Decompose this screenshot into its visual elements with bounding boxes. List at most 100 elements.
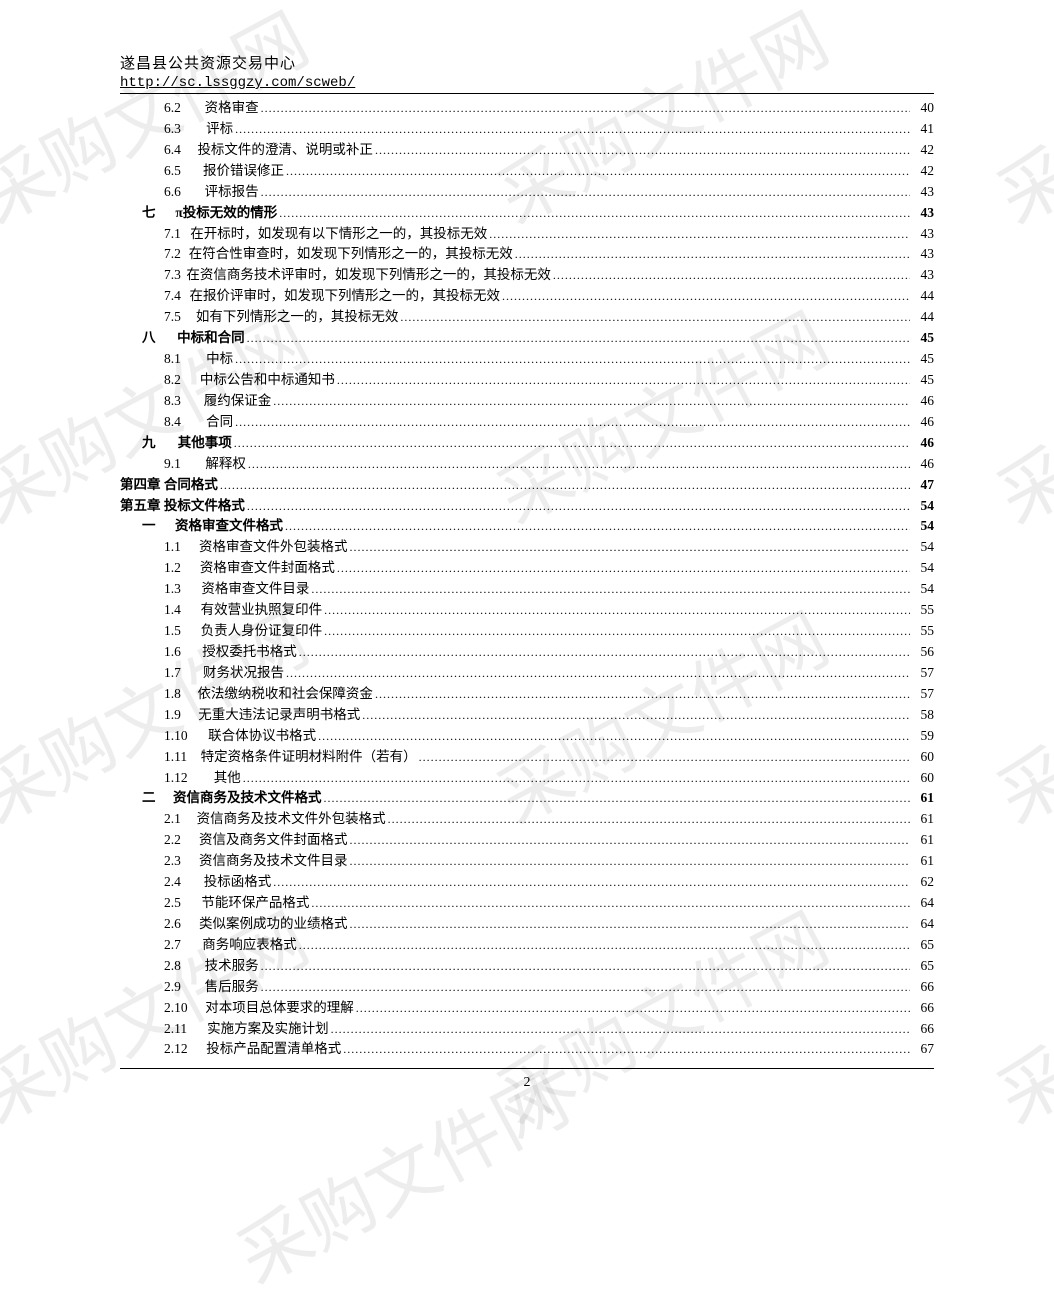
toc-entry-number: 2.3 [164,851,199,872]
toc-entry-number: 8.4 [164,412,206,433]
toc-entry: 1.7财务状况报告57 [120,663,934,684]
toc-entry: 6.6评标报告43 [120,182,934,203]
toc-leader-dots [261,98,910,119]
toc-entry-number: 2.4 [164,872,204,893]
toc-entry: 2.4投标函格式62 [120,872,934,893]
toc-entry-label: 评标 [206,119,233,140]
toc-entry-label: 在资信商务技术评审时，如发现下列情形之一的，其投标无效 [186,265,551,286]
toc-entry: 1.8依法缴纳税收和社会保障资金57 [120,684,934,705]
toc-entry-number: 9.1 [164,454,205,475]
toc-entry-number: 2.1 [164,809,197,830]
toc-leader-dots [248,454,910,475]
toc-entry: 2.2资信及商务文件封面格式61 [120,830,934,851]
toc-entry-number: 7.3 [164,265,186,286]
toc-entry-page: 44 [912,286,934,307]
toc-entry-page: 47 [912,475,934,496]
toc-entry-page: 45 [912,328,934,349]
toc-entry-page: 66 [912,977,934,998]
toc-leader-dots [261,977,910,998]
toc-entry-label: 资信商务及技术文件外包装格式 [197,809,386,830]
toc-entry-number: 2.12 [164,1039,206,1060]
toc-entry-number: 1.7 [164,663,203,684]
toc-entry: 1.2资格审查文件封面格式54 [120,558,934,579]
toc-leader-dots [324,621,910,642]
toc-leader-dots [299,642,910,663]
toc-entry-label: 资格审查文件格式 [175,516,283,537]
toc-entry-page: 55 [912,621,934,642]
toc-entry-label: 售后服务 [205,977,259,998]
toc-entry-number: 1.6 [164,642,202,663]
toc-entry-number: 1.1 [164,537,199,558]
toc-entry-label: 资信商务及技术文件格式 [173,788,322,809]
toc-entry: 7.4在报价评审时，如发现下列情形之一的，其投标无效44 [120,286,934,307]
toc-entry-label: 有效营业执照复印件 [201,600,323,621]
toc-entry-page: 57 [912,684,934,705]
toc-entry-label: 负责人身份证复印件 [201,621,323,642]
toc-entry-number: 1.12 [164,768,214,789]
toc-entry-page: 40 [912,98,934,119]
toc-entry-page: 42 [912,161,934,182]
toc-entry: 2.9售后服务 66 [120,977,934,998]
toc-entry: 八中标和合同 45 [120,328,934,349]
toc-entry-label: 无重大违法记录声明书格式 [198,705,360,726]
toc-leader-dots [502,286,910,307]
toc-entry-page: 55 [912,600,934,621]
toc-entry-label: 中标和合同 [177,328,245,349]
toc-entry-label: 资格审查文件外包装格式 [199,537,348,558]
toc-leader-dots [311,893,910,914]
toc-leader-dots [247,496,910,517]
toc-entry: 1.3资格审查文件目录54 [120,579,934,600]
toc-entry-label: 合同 [206,412,233,433]
toc-entry-number: 1.4 [164,600,201,621]
toc-entry-number: 1.9 [164,705,198,726]
toc-entry: 2.8技术服务65 [120,956,934,977]
toc-entry: 8.3履约保证金46 [120,391,934,412]
toc-entry: 2.7商务响应表格式65 [120,935,934,956]
toc-entry-number: 2.6 [164,914,199,935]
page-number: 2 [120,1075,934,1091]
toc-leader-dots [331,1019,910,1040]
toc-leader-dots [324,600,910,621]
toc-leader-dots [234,433,910,454]
toc-entry-number: 1.3 [164,579,201,600]
toc-entry-number: 2.9 [164,977,205,998]
toc-entry-label: 资格审查 [205,98,259,119]
toc-entry-page: 58 [912,705,934,726]
toc-leader-dots [311,579,910,600]
toc-leader-dots [489,224,910,245]
toc-leader-dots [273,872,910,893]
toc-entry-label: 其他 [214,768,241,789]
toc-entry-label: 评标报告 [205,182,259,203]
toc-leader-dots [337,558,910,579]
toc-entry-number: 二 [142,788,173,809]
toc-entry-number: 八 [142,328,177,349]
toc-entry-page: 61 [912,851,934,872]
toc-entry: 1.11特定资格条件证明材料附件（若有）60 [120,747,934,768]
toc-leader-dots [375,684,910,705]
toc-entry-label: 节能环保产品格式 [201,893,309,914]
toc-entry: 1.6授权委托书格式56 [120,642,934,663]
toc-entry-page: 43 [912,203,934,224]
toc-entry-label: 在符合性审查时，如发现下列情形之一的，其投标无效 [189,244,513,265]
toc-entry-number: 七 [142,203,175,224]
toc-entry-page: 61 [912,788,934,809]
toc-entry-number: 2.11 [164,1019,207,1040]
table-of-contents: 6.2资格审查406.3评标416.4投标文件的澄清、说明或补正426.5报价错… [120,98,934,1060]
toc-entry-label: 联合体协议书格式 [208,726,316,747]
toc-entry: 二资信商务及技术文件格式 61 [120,788,934,809]
toc-entry-number: 2.10 [164,998,205,1019]
header-url: http://sc.lssggzy.com/scweb/ [120,75,934,91]
toc-entry-page: 66 [912,1019,934,1040]
toc-entry-label: 履约保证金 [204,391,272,412]
toc-entry: 6.5报价错误修正42 [120,161,934,182]
toc-leader-dots [350,914,910,935]
toc-entry: 1.9无重大违法记录声明书格式 58 [120,705,934,726]
toc-entry-number: 7.2 [164,244,189,265]
toc-leader-dots [350,830,910,851]
toc-entry-label: 类似案例成功的业绩格式 [199,914,348,935]
toc-entry-page: 46 [912,454,934,475]
toc-entry-label: 投标文件的澄清、说明或补正 [197,140,373,161]
toc-entry-page: 42 [912,140,934,161]
toc-leader-dots [235,412,910,433]
toc-entry: 9.1解释权46 [120,454,934,475]
